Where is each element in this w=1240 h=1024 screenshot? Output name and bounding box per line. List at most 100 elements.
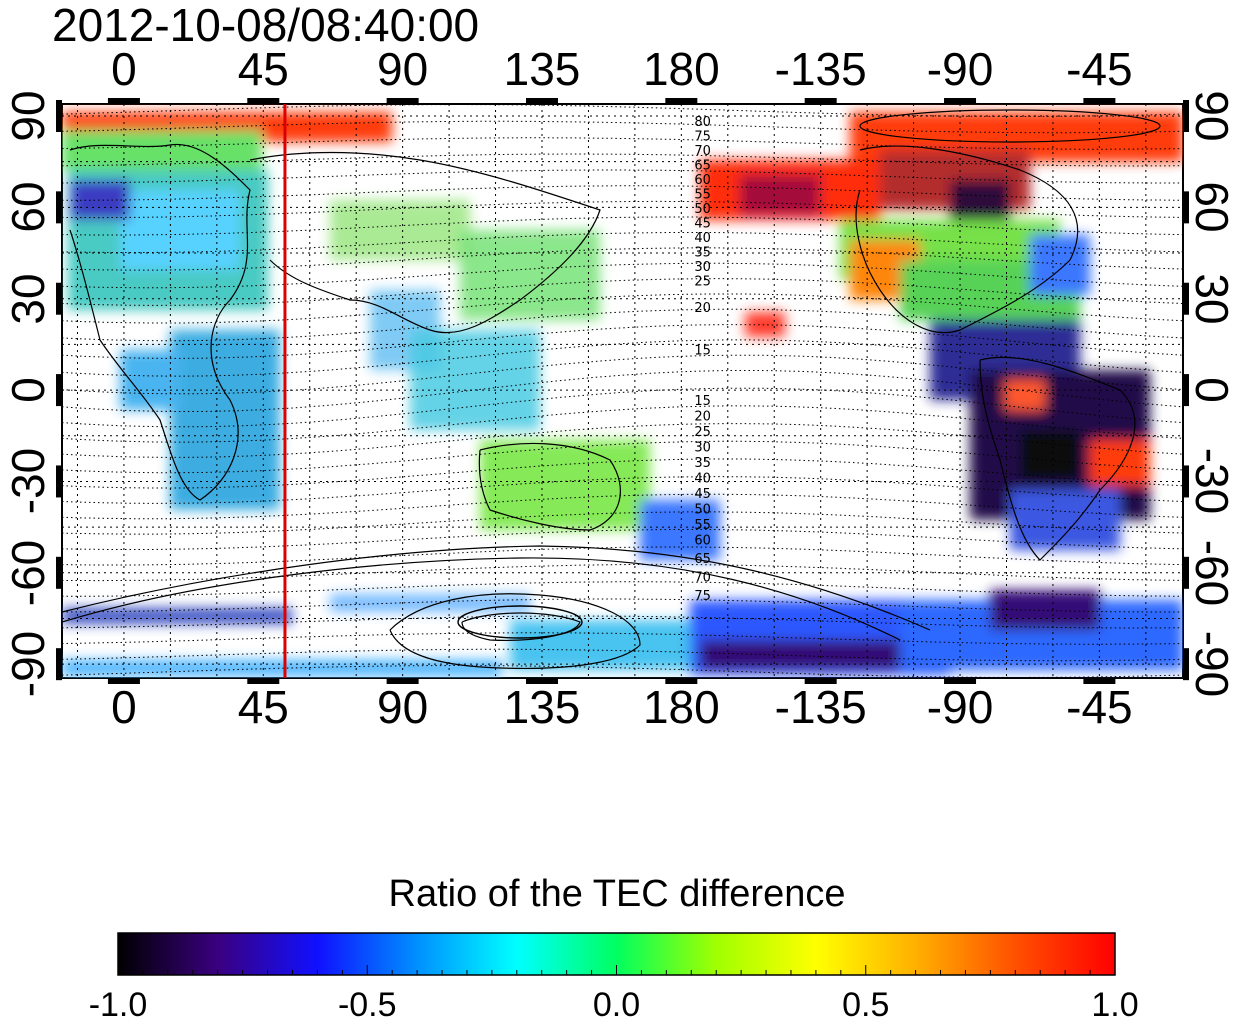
lat-tick-right xyxy=(1183,100,1189,132)
lat-label-right: -60 xyxy=(1186,539,1238,607)
lon-label-bottom: 90 xyxy=(377,681,429,733)
lon-tick-bottom xyxy=(247,678,280,684)
contour-labels: 8075706560555045403530252015152025303540… xyxy=(694,115,711,604)
lat-tick-right xyxy=(1183,465,1189,498)
mag-lat-contour xyxy=(62,370,1183,412)
lat-label-left: -30 xyxy=(2,448,54,515)
lon-label-bottom: -135 xyxy=(774,681,867,733)
colorbar-tick-label: -1.0 xyxy=(88,986,148,1024)
lon-label-top: -90 xyxy=(926,43,994,95)
contour-label: 25 xyxy=(694,275,711,290)
colorbar-title: Ratio of the TEC difference xyxy=(388,873,846,915)
contour-label: 15 xyxy=(694,394,711,409)
lon-label-top: 180 xyxy=(642,43,720,95)
colorbar-tick-label: 0.0 xyxy=(592,986,641,1024)
lat-tick-right xyxy=(1183,648,1189,681)
lat-label-left: 90 xyxy=(2,90,54,142)
lat-tick-left xyxy=(56,191,62,224)
lon-label-top: 45 xyxy=(237,43,289,95)
lon-label-top: -135 xyxy=(774,43,867,95)
lon-label-bottom: 45 xyxy=(237,681,289,733)
contour-label: 40 xyxy=(694,231,711,246)
timestamp-title: 2012-10-08/08:40:00 xyxy=(52,0,480,51)
contour-label: 60 xyxy=(694,534,711,549)
lon-tick-top xyxy=(247,98,280,104)
contour-label: 65 xyxy=(694,159,711,174)
lon-tick-top xyxy=(1083,98,1116,104)
mag-contour-65 xyxy=(62,545,931,631)
frame-ticks xyxy=(56,98,1189,684)
contour-label: 35 xyxy=(694,246,711,261)
contour-label: 75 xyxy=(694,130,711,145)
lat-label-left: -60 xyxy=(2,539,54,607)
lon-tick-top xyxy=(804,98,837,104)
lat-tick-right xyxy=(1183,191,1189,224)
lat-label-left: 0 xyxy=(2,377,54,403)
lat-label-right: 30 xyxy=(1186,273,1238,325)
lon-tick-bottom xyxy=(804,678,837,684)
lat-label-right: 90 xyxy=(1186,90,1238,142)
lat-label-right: 60 xyxy=(1186,181,1238,233)
contour-label: 40 xyxy=(694,472,711,487)
colorbar-tick-label: -0.5 xyxy=(337,986,397,1024)
lat-tick-left xyxy=(56,282,62,315)
lat-tick-right xyxy=(1183,282,1189,315)
lon-label-top: 90 xyxy=(377,43,429,95)
lon-tick-bottom xyxy=(386,678,419,684)
lat-label-left: -90 xyxy=(2,630,54,698)
contour-label: 30 xyxy=(694,441,711,456)
lon-tick-top xyxy=(665,98,698,104)
lat-tick-left xyxy=(56,465,62,498)
contour-label: 45 xyxy=(694,487,711,502)
colorbar-tick-label: 0.5 xyxy=(842,986,890,1024)
lon-label-top: 135 xyxy=(503,43,581,95)
lon-tick-top xyxy=(107,98,140,104)
lon-label-bottom: 0 xyxy=(111,681,137,733)
lat-label-left: 60 xyxy=(2,181,54,233)
lon-tick-top xyxy=(525,98,558,104)
lat-tick-left xyxy=(56,648,62,681)
contour-label: 80 xyxy=(694,115,711,130)
lon-tick-bottom xyxy=(107,678,140,684)
mag-pole-north-contour xyxy=(859,109,1161,143)
lon-tick-bottom xyxy=(525,678,558,684)
lat-label-left: 30 xyxy=(2,273,54,325)
lon-tick-top xyxy=(386,98,419,104)
lat-label-right: 0 xyxy=(1186,377,1238,403)
contour-label: 45 xyxy=(694,217,711,232)
contour-label: 25 xyxy=(694,425,711,440)
lat-tick-left xyxy=(56,100,62,132)
lon-tick-top xyxy=(944,98,977,104)
contour-label: 15 xyxy=(694,344,711,359)
lat-tick-right xyxy=(1183,556,1189,589)
colorbar-tick-label: 1.0 xyxy=(1091,986,1139,1024)
contour-label: 20 xyxy=(694,301,711,316)
mag-contour-70 xyxy=(62,557,901,641)
contour-label: 75 xyxy=(694,589,711,604)
contour-label: 35 xyxy=(694,456,711,471)
contour-label: 20 xyxy=(694,410,711,425)
coastlines xyxy=(69,143,1136,669)
lat-tick-left xyxy=(56,556,62,589)
graticule xyxy=(62,104,1183,678)
contour-label: 60 xyxy=(694,173,711,188)
contour-label: 70 xyxy=(694,144,711,159)
lon-label-top: 0 xyxy=(111,43,137,95)
lat-tick-left xyxy=(56,374,62,407)
contour-label: 50 xyxy=(694,202,711,217)
lon-label-top: -45 xyxy=(1066,43,1133,95)
lon-label-bottom: 180 xyxy=(642,681,720,733)
contour-label: 55 xyxy=(694,188,711,203)
lon-tick-bottom xyxy=(1083,678,1116,684)
contour-label: 65 xyxy=(694,552,711,567)
contour-label: 50 xyxy=(694,503,711,518)
lon-label-bottom: -45 xyxy=(1066,681,1133,733)
lat-label-right: -90 xyxy=(1186,630,1238,698)
lat-tick-right xyxy=(1183,374,1189,407)
lon-label-bottom: -90 xyxy=(926,681,994,733)
colorbar-ticks xyxy=(117,965,1116,975)
lon-label-bottom: 135 xyxy=(503,681,581,733)
contour-label: 30 xyxy=(694,260,711,275)
lat-label-right: -30 xyxy=(1186,448,1238,515)
